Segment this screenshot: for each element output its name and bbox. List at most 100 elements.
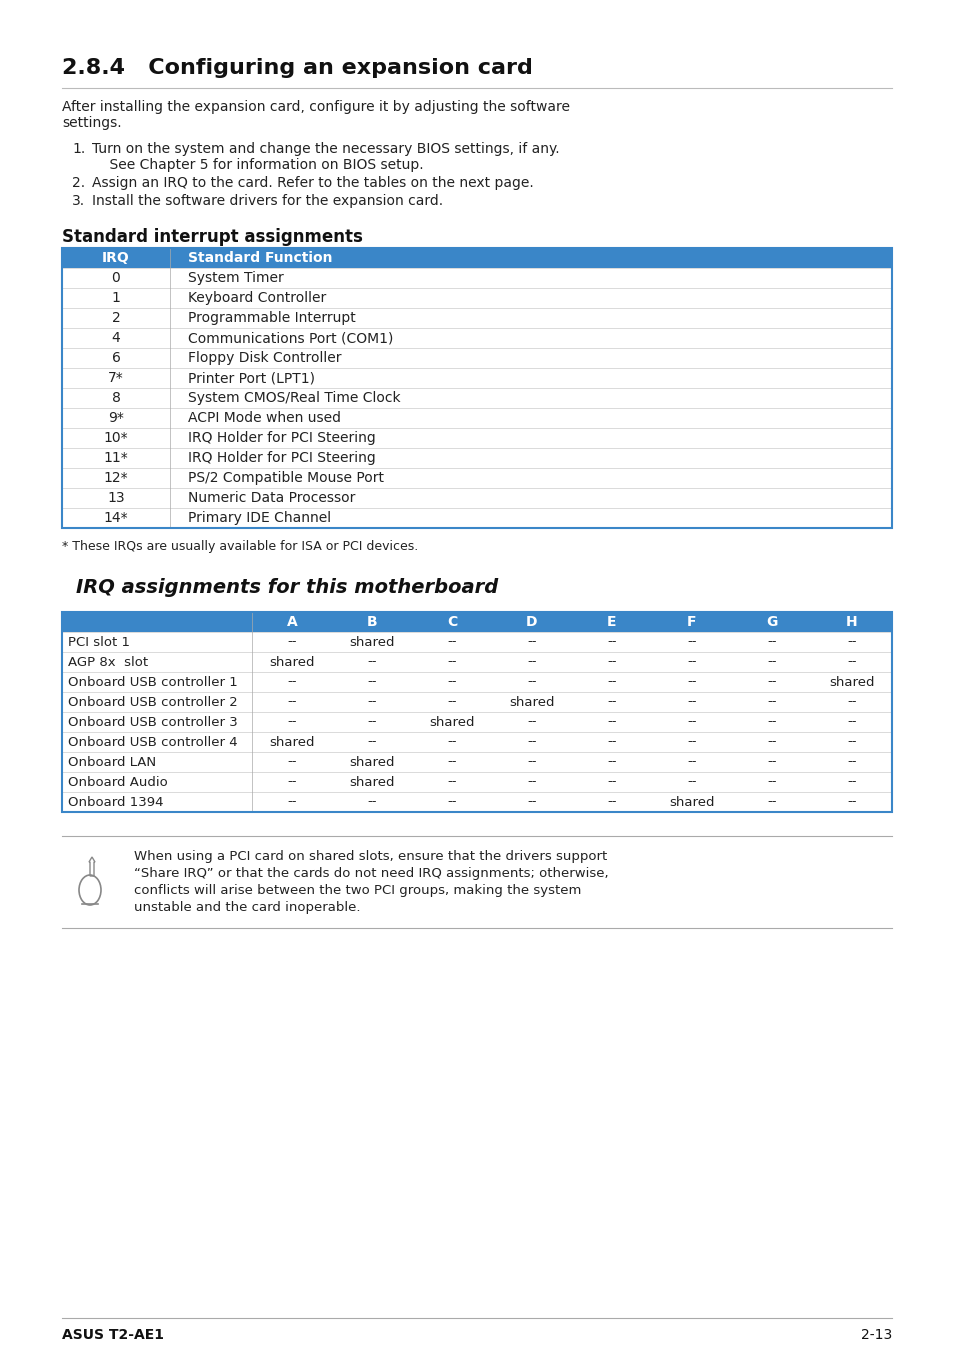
- Text: Assign an IRQ to the card. Refer to the tables on the next page.: Assign an IRQ to the card. Refer to the …: [91, 176, 533, 190]
- Text: shared: shared: [349, 755, 395, 769]
- Text: shared: shared: [828, 676, 874, 689]
- Text: Onboard USB controller 4: Onboard USB controller 4: [68, 735, 237, 748]
- Text: System CMOS/Real Time Clock: System CMOS/Real Time Clock: [188, 390, 400, 405]
- Bar: [62, 712, 891, 732]
- Bar: [62, 753, 891, 771]
- Text: 2.: 2.: [71, 176, 85, 190]
- Text: ASUS T2-AE1: ASUS T2-AE1: [62, 1328, 164, 1342]
- Text: --: --: [607, 696, 616, 708]
- Text: System Timer: System Timer: [188, 272, 283, 285]
- Text: shared: shared: [669, 796, 714, 808]
- Text: Turn on the system and change the necessary BIOS settings, if any.: Turn on the system and change the necess…: [91, 142, 559, 155]
- Bar: [62, 249, 891, 528]
- Text: --: --: [447, 676, 456, 689]
- Text: --: --: [846, 755, 856, 769]
- Text: --: --: [766, 676, 776, 689]
- Text: 1.: 1.: [71, 142, 85, 155]
- Text: --: --: [766, 775, 776, 789]
- Bar: [62, 653, 891, 671]
- Text: --: --: [766, 755, 776, 769]
- Text: shared: shared: [269, 655, 314, 669]
- Text: H: H: [845, 615, 857, 630]
- Text: 1: 1: [112, 290, 120, 305]
- Text: --: --: [846, 796, 856, 808]
- Text: --: --: [607, 796, 616, 808]
- Text: Onboard USB controller 1: Onboard USB controller 1: [68, 676, 237, 689]
- Bar: [62, 267, 891, 288]
- Text: --: --: [367, 716, 376, 728]
- Text: Numeric Data Processor: Numeric Data Processor: [188, 490, 355, 505]
- Text: Keyboard Controller: Keyboard Controller: [188, 290, 326, 305]
- Text: Onboard USB controller 3: Onboard USB controller 3: [68, 716, 237, 728]
- Text: Onboard Audio: Onboard Audio: [68, 775, 168, 789]
- Bar: [62, 449, 891, 467]
- Text: 2: 2: [112, 311, 120, 326]
- Text: B: B: [366, 615, 377, 630]
- Text: --: --: [367, 696, 376, 708]
- Text: --: --: [766, 635, 776, 648]
- Text: After installing the expansion card, configure it by adjusting the software: After installing the expansion card, con…: [62, 100, 569, 113]
- Text: --: --: [527, 796, 537, 808]
- Text: --: --: [527, 775, 537, 789]
- Text: Printer Port (LPT1): Printer Port (LPT1): [188, 372, 314, 385]
- Text: 7*: 7*: [108, 372, 124, 385]
- Text: --: --: [367, 676, 376, 689]
- Text: IRQ assignments for this motherboard: IRQ assignments for this motherboard: [76, 578, 497, 597]
- Text: --: --: [447, 735, 456, 748]
- Text: PCI slot 1: PCI slot 1: [68, 635, 130, 648]
- Text: --: --: [846, 716, 856, 728]
- Text: --: --: [447, 775, 456, 789]
- Text: 2.8.4   Configuring an expansion card: 2.8.4 Configuring an expansion card: [62, 58, 533, 78]
- Text: --: --: [686, 676, 696, 689]
- Bar: [62, 467, 891, 488]
- Text: --: --: [686, 635, 696, 648]
- Text: Install the software drivers for the expansion card.: Install the software drivers for the exp…: [91, 195, 442, 208]
- Bar: [62, 308, 891, 328]
- Text: --: --: [527, 635, 537, 648]
- Text: --: --: [287, 716, 296, 728]
- Text: 9*: 9*: [108, 411, 124, 426]
- Text: 6: 6: [112, 351, 120, 365]
- Text: --: --: [287, 796, 296, 808]
- Bar: [62, 428, 891, 449]
- Text: --: --: [766, 796, 776, 808]
- Text: F: F: [686, 615, 696, 630]
- Text: 13: 13: [107, 490, 125, 505]
- Text: Programmable Interrupt: Programmable Interrupt: [188, 311, 355, 326]
- Bar: [62, 632, 891, 653]
- Text: --: --: [447, 755, 456, 769]
- Text: settings.: settings.: [62, 116, 121, 130]
- Text: 4: 4: [112, 331, 120, 345]
- Text: --: --: [686, 775, 696, 789]
- Text: --: --: [447, 796, 456, 808]
- Text: --: --: [527, 676, 537, 689]
- Text: * These IRQs are usually available for ISA or PCI devices.: * These IRQs are usually available for I…: [62, 540, 417, 553]
- Text: 3.: 3.: [71, 195, 85, 208]
- Text: --: --: [607, 775, 616, 789]
- Text: --: --: [686, 755, 696, 769]
- Text: Primary IDE Channel: Primary IDE Channel: [188, 511, 331, 526]
- Bar: [62, 367, 891, 388]
- Text: --: --: [607, 676, 616, 689]
- Text: Onboard USB controller 2: Onboard USB controller 2: [68, 696, 237, 708]
- Text: C: C: [446, 615, 456, 630]
- Text: --: --: [607, 655, 616, 669]
- Text: --: --: [846, 775, 856, 789]
- Text: --: --: [607, 635, 616, 648]
- Bar: [62, 328, 891, 349]
- Text: shared: shared: [349, 635, 395, 648]
- Bar: [62, 408, 891, 428]
- Text: --: --: [287, 755, 296, 769]
- Text: --: --: [766, 735, 776, 748]
- Text: --: --: [367, 796, 376, 808]
- Text: shared: shared: [509, 696, 554, 708]
- Text: --: --: [766, 696, 776, 708]
- Text: PS/2 Compatible Mouse Port: PS/2 Compatible Mouse Port: [188, 471, 384, 485]
- Text: --: --: [686, 735, 696, 748]
- Text: Floppy Disk Controller: Floppy Disk Controller: [188, 351, 341, 365]
- Bar: [62, 671, 891, 692]
- Text: 14*: 14*: [104, 511, 128, 526]
- Text: See Chapter 5 for information on BIOS setup.: See Chapter 5 for information on BIOS se…: [91, 158, 423, 172]
- Text: --: --: [447, 696, 456, 708]
- Bar: [62, 288, 891, 308]
